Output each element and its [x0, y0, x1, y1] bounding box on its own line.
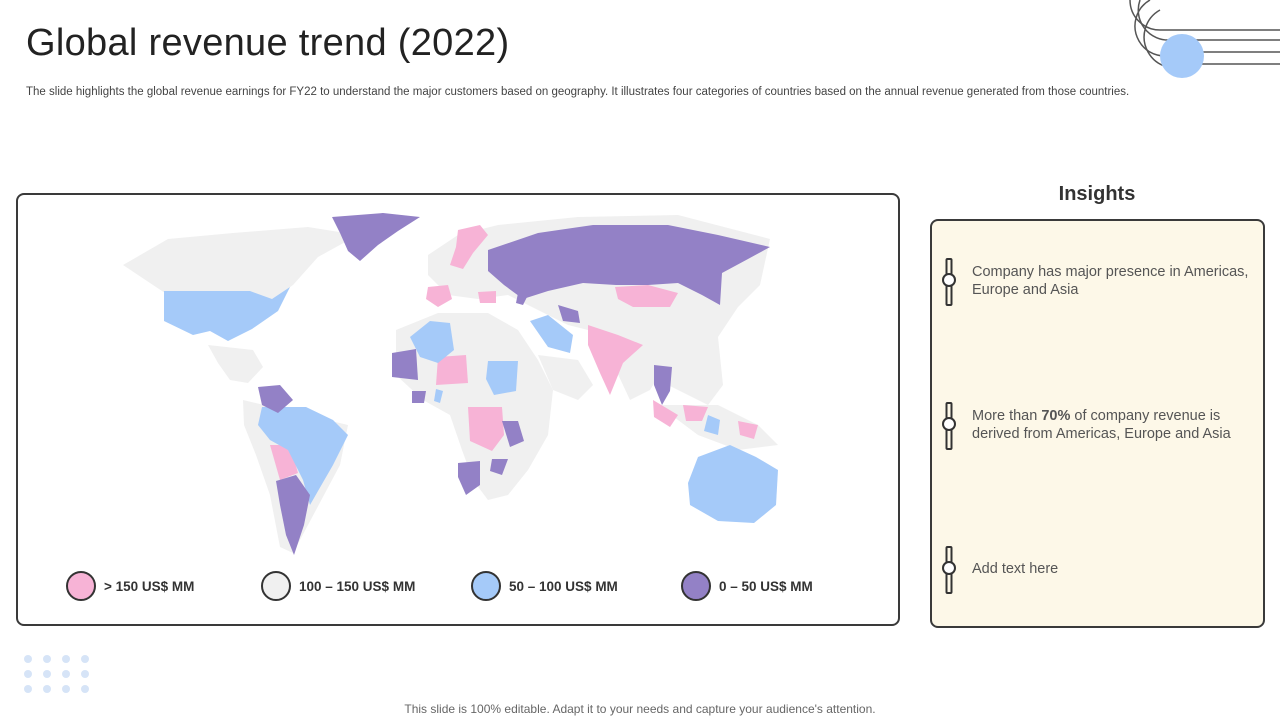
decorative-dot-grid — [24, 655, 89, 693]
insight-text-bold: 70% — [1041, 408, 1071, 424]
legend-label: 50 – 100 US$ MM — [509, 578, 618, 594]
legend-item-50-100: 50 – 100 US$ MM — [471, 571, 618, 601]
insight-text: More than 70% of company revenue is deri… — [972, 407, 1252, 443]
insight-text-pre: More than — [972, 408, 1042, 424]
legend-swatch-blue — [471, 571, 501, 601]
page-title: Global revenue trend (2022) — [26, 22, 510, 64]
insight-text: Company has major presence in Americas, … — [972, 264, 1249, 298]
slider-marker-icon — [942, 258, 956, 306]
legend-swatch-purple — [681, 571, 711, 601]
region-gt150 — [270, 225, 758, 480]
insights-title: Insights — [1058, 183, 1136, 205]
legend-label: 0 – 50 US$ MM — [719, 578, 813, 594]
legend-item-100-150: 100 – 150 US$ MM — [261, 571, 415, 601]
legend-label: 100 – 150 US$ MM — [299, 578, 416, 594]
insights-panel: Company has major presence in Americas, … — [930, 219, 1265, 628]
legend-swatch-gray — [261, 571, 291, 601]
region-50-100 — [164, 287, 778, 523]
footer-note: This slide is 100% editable. Adapt it to… — [404, 702, 876, 716]
insight-text-post: of company revenue is derived from Ameri… — [972, 408, 1231, 442]
slider-marker-icon — [942, 546, 956, 594]
legend-item-0-50: 0 – 50 US$ MM — [681, 571, 813, 601]
legend-label: > 150 US$ MM — [104, 578, 195, 594]
region-0-50 — [258, 213, 770, 555]
world-map-panel: > 150 US$ MM 100 – 150 US$ MM 50 – 100 U… — [16, 193, 900, 626]
page-subtitle: The slide highlights the global revenue … — [26, 86, 1130, 98]
legend-swatch-pink — [66, 571, 96, 601]
legend-item-gt150: > 150 US$ MM — [66, 571, 194, 601]
slider-marker-icon — [942, 402, 956, 450]
decorative-circle — [1160, 34, 1204, 78]
insight-text: Add text here — [972, 561, 1059, 577]
decorative-corner-lines — [1129, 0, 1280, 78]
world-map — [123, 213, 778, 555]
